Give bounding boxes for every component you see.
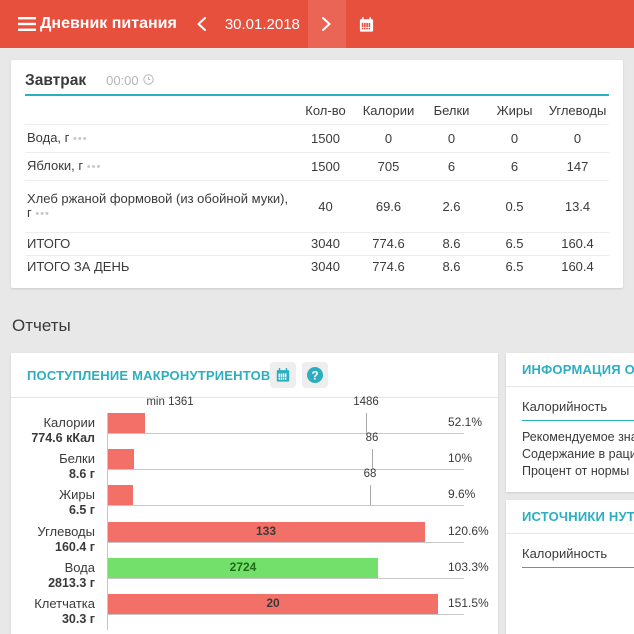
svg-text:?: ? [312,371,319,383]
